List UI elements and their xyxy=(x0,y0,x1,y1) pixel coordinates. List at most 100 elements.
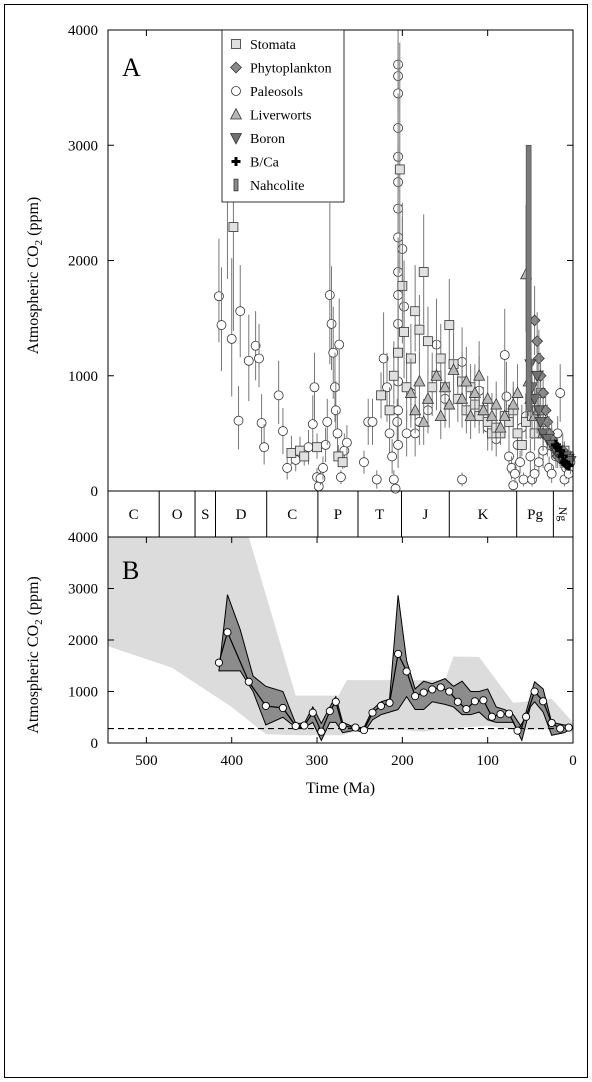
data-point xyxy=(384,428,395,439)
panel-b-label: B xyxy=(122,556,139,585)
data-point xyxy=(367,416,378,427)
data-point xyxy=(421,392,435,404)
data-point xyxy=(313,481,324,492)
data-point xyxy=(531,335,544,348)
data-point xyxy=(498,409,511,421)
median-point xyxy=(470,697,479,706)
panel-b-x-tick-label: 0 xyxy=(569,753,577,769)
data-point xyxy=(485,409,499,421)
data-point xyxy=(555,445,566,456)
legend-marker xyxy=(229,133,243,145)
median-point xyxy=(244,677,253,686)
median-point xyxy=(539,697,548,706)
data-point xyxy=(557,451,568,462)
median-point xyxy=(325,707,334,716)
data-point xyxy=(337,457,348,468)
median-point xyxy=(394,649,403,658)
data-point xyxy=(324,290,335,300)
data-point xyxy=(359,457,369,468)
data-point xyxy=(477,403,490,416)
data-point xyxy=(328,347,339,358)
data-point xyxy=(299,451,310,462)
period-label: C xyxy=(287,507,297,523)
period-label: Ng xyxy=(556,507,570,522)
legend-item: Nahcolite xyxy=(233,178,304,194)
data-point xyxy=(447,363,460,375)
data-point xyxy=(409,403,422,416)
panel-b-y-tick-label: 1000 xyxy=(68,685,98,701)
panel-b-y-tick-label: 4000 xyxy=(68,530,98,546)
data-point xyxy=(531,370,544,383)
legend-item: Liverworts xyxy=(229,107,311,124)
data-point xyxy=(322,416,333,427)
median-point xyxy=(300,721,309,730)
data-point xyxy=(499,350,510,360)
panel-a-y-tick-label: 4000 xyxy=(68,23,98,39)
legend-marker xyxy=(230,61,242,74)
median-point xyxy=(223,628,232,637)
data-point xyxy=(394,164,405,175)
data-point xyxy=(541,434,554,446)
data-point xyxy=(259,442,270,453)
panel-b-x-tick-label: 100 xyxy=(476,753,499,769)
panel-a-y-tick-label: 2000 xyxy=(68,254,98,270)
data-point xyxy=(243,355,254,366)
legend-label: Stomata xyxy=(250,38,297,53)
data-point xyxy=(410,306,421,317)
panel-b-y-tick-label: 3000 xyxy=(68,582,98,598)
data-point xyxy=(397,280,408,291)
panel-b-plot xyxy=(108,537,573,742)
panel-a-y-tick-label: 0 xyxy=(91,484,99,500)
data-point xyxy=(371,474,382,485)
data-point xyxy=(334,339,345,350)
data-point xyxy=(330,382,340,393)
data-point xyxy=(563,460,574,471)
panel-a-y-axis-label: Atmospheric CO2 (ppm) xyxy=(25,197,45,354)
data-point xyxy=(537,428,550,441)
legend-marker xyxy=(233,178,239,192)
panel-b-y-tick-label: 0 xyxy=(91,736,99,752)
data-point xyxy=(456,392,469,404)
legend-label: Boron xyxy=(250,132,285,147)
period-label: S xyxy=(201,507,209,523)
data-point xyxy=(494,420,507,433)
data-point xyxy=(312,442,322,453)
data-point xyxy=(525,451,536,462)
median-point xyxy=(428,685,437,694)
data-point xyxy=(256,418,267,428)
data-point xyxy=(532,352,545,365)
legend-label: Paleosols xyxy=(250,85,303,100)
median-point xyxy=(402,667,411,676)
data-point xyxy=(413,374,426,387)
data-point xyxy=(468,386,481,398)
panel-a-ticks: 0 1000 2000 3000 4000 xyxy=(68,23,574,500)
data-point xyxy=(233,415,244,426)
period-label: J xyxy=(422,507,428,523)
median-point xyxy=(411,692,420,701)
median-point xyxy=(351,723,360,732)
data-point xyxy=(341,437,352,448)
data-point xyxy=(303,442,314,453)
data-point xyxy=(278,426,288,436)
data-point xyxy=(378,353,389,364)
data-point xyxy=(235,306,246,317)
median-point xyxy=(331,697,340,706)
data-point xyxy=(307,419,318,430)
panel-a-series xyxy=(214,30,577,494)
legend-item: Phytoplankton xyxy=(230,61,332,77)
panel-b-inner xyxy=(108,537,573,742)
data-point xyxy=(387,451,398,462)
data-point xyxy=(315,473,326,484)
legend-box xyxy=(221,29,345,203)
data-point xyxy=(532,405,545,418)
legend-marker xyxy=(231,86,241,96)
panel-b-x-tick-label: 200 xyxy=(391,753,414,769)
legend-label: Liverworts xyxy=(250,109,311,124)
data-point xyxy=(273,390,284,401)
data-point xyxy=(390,483,401,494)
median-point xyxy=(453,697,462,706)
data-point xyxy=(392,416,403,427)
data-point xyxy=(481,392,494,404)
